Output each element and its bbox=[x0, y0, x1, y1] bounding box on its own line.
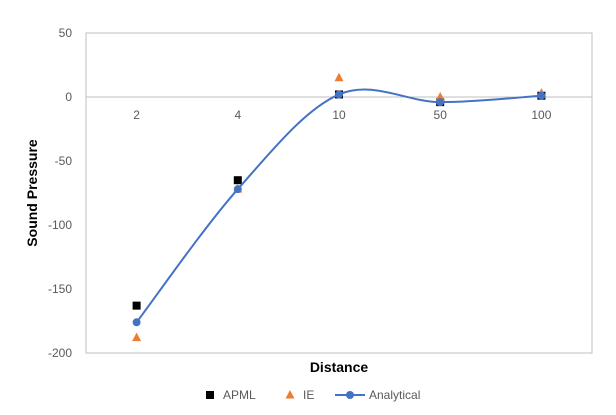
legend-label-ie: IE bbox=[303, 388, 314, 402]
legend-marker-apml bbox=[206, 391, 214, 399]
data-point-ie bbox=[435, 92, 445, 101]
x-axis-title: Distance bbox=[310, 359, 369, 375]
legend-marker-analytical bbox=[346, 391, 354, 399]
x-axis-ticks: 2 4 10 50 100 bbox=[133, 108, 551, 122]
data-point-analytical bbox=[233, 185, 242, 194]
y-axis-title: Sound Pressure bbox=[24, 139, 40, 247]
legend-marker-ie bbox=[285, 390, 295, 399]
x-tick-label: 10 bbox=[332, 108, 346, 122]
data-point-apml bbox=[233, 176, 242, 185]
data-point-analytical bbox=[335, 90, 343, 99]
x-tick-label: 100 bbox=[531, 108, 551, 122]
series-apml bbox=[132, 90, 546, 310]
y-axis-ticks: 50 0 -50 -100 -150 -200 bbox=[48, 26, 592, 360]
data-point-apml bbox=[132, 301, 141, 310]
data-point-ie bbox=[334, 72, 344, 82]
y-tick-label: 0 bbox=[65, 90, 72, 104]
data-point-analytical bbox=[436, 98, 445, 107]
legend-label-apml: APML bbox=[223, 388, 256, 402]
data-point-analytical bbox=[537, 91, 546, 100]
y-tick-label: -50 bbox=[55, 154, 73, 168]
legend: APML IE Analytical bbox=[206, 388, 420, 402]
data-point-ie bbox=[132, 332, 142, 342]
data-point-analytical bbox=[132, 318, 141, 327]
legend-item-analytical: Analytical bbox=[335, 388, 420, 402]
y-tick-label: 50 bbox=[59, 26, 73, 40]
y-tick-label: -100 bbox=[48, 218, 72, 232]
x-tick-label: 4 bbox=[234, 108, 241, 122]
y-tick-label: -150 bbox=[48, 282, 72, 296]
series-analytical bbox=[132, 88, 546, 327]
legend-label-analytical: Analytical bbox=[369, 388, 420, 402]
plot-area bbox=[85, 32, 593, 354]
y-tick-label: -200 bbox=[48, 346, 72, 360]
x-tick-label: 2 bbox=[133, 108, 140, 122]
x-tick-label: 50 bbox=[434, 108, 448, 122]
series-layer bbox=[132, 72, 546, 342]
legend-item-ie: IE bbox=[285, 388, 314, 402]
legend-item-apml: APML bbox=[206, 388, 256, 402]
series-line-analytical bbox=[135, 88, 542, 323]
